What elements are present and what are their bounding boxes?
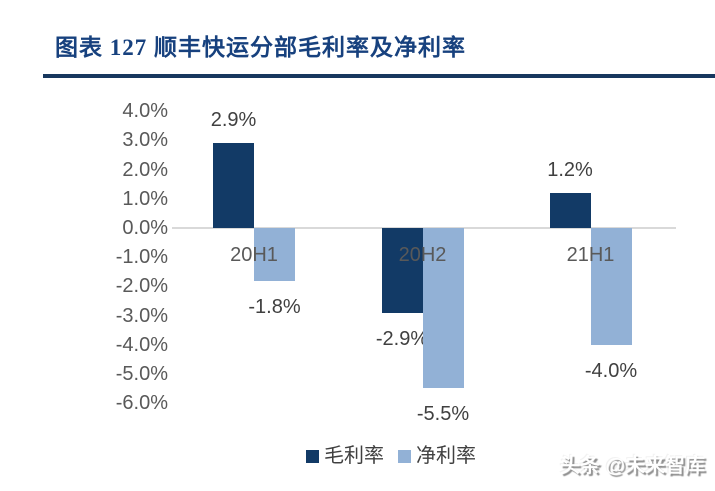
bar-value-label: -4.0% xyxy=(584,359,638,382)
legend-item-net-margin: 净利率 xyxy=(398,446,476,466)
legend-label-gross-margin: 毛利率 xyxy=(324,445,384,467)
y-axis-tick-label: 3.0% xyxy=(122,129,168,152)
y-axis-tick-label: -6.0% xyxy=(115,392,168,415)
legend: 毛利率 净利率 xyxy=(306,446,476,466)
legend-item-gross-margin: 毛利率 xyxy=(306,446,384,466)
y-axis-tick-label: -1.0% xyxy=(115,246,168,269)
bar-net-margin-20h1 xyxy=(254,228,295,281)
y-axis-tick-label: -3.0% xyxy=(115,304,168,327)
gross-margin-swatch-icon xyxy=(306,449,319,463)
watermark: 头条 @未来智库 xyxy=(559,455,705,477)
legend-label-net-margin: 净利率 xyxy=(416,445,476,467)
category-label-20h1: 20H1 xyxy=(230,244,278,266)
title-rule xyxy=(43,74,715,78)
bar-value-label: -1.8% xyxy=(248,295,301,318)
y-axis-tick-label: 2.0% xyxy=(122,158,168,181)
y-axis-tick-label: 1.0% xyxy=(122,187,168,210)
category-label-20h2: 20H2 xyxy=(398,244,447,266)
bar-net-margin-20h2 xyxy=(422,228,464,389)
bar-net-margin-21h1 xyxy=(590,228,632,345)
chart-title: 图表 127 顺丰快运分部毛利率及净利率 xyxy=(55,35,466,60)
category-label-21h1: 21H1 xyxy=(566,244,615,266)
net-margin-swatch-icon xyxy=(398,449,411,463)
bar-gross-margin-21h1 xyxy=(549,192,591,228)
bar-gross-margin-20h2 xyxy=(381,228,423,313)
bar-gross-margin-20h1 xyxy=(213,143,254,228)
y-axis-tick-label: -2.0% xyxy=(115,275,168,298)
y-axis-tick-label: -5.0% xyxy=(115,362,168,385)
y-axis-tick-label: 4.0% xyxy=(122,100,168,123)
bar-value-label: 2.9% xyxy=(210,109,257,132)
y-axis-tick-label: -4.0% xyxy=(115,333,168,356)
bar-value-label: 1.2% xyxy=(547,158,593,181)
bar-value-label: -5.5% xyxy=(416,403,470,426)
y-axis-tick-label: 0.0% xyxy=(122,217,168,239)
bar-value-label: -2.9% xyxy=(375,327,429,350)
